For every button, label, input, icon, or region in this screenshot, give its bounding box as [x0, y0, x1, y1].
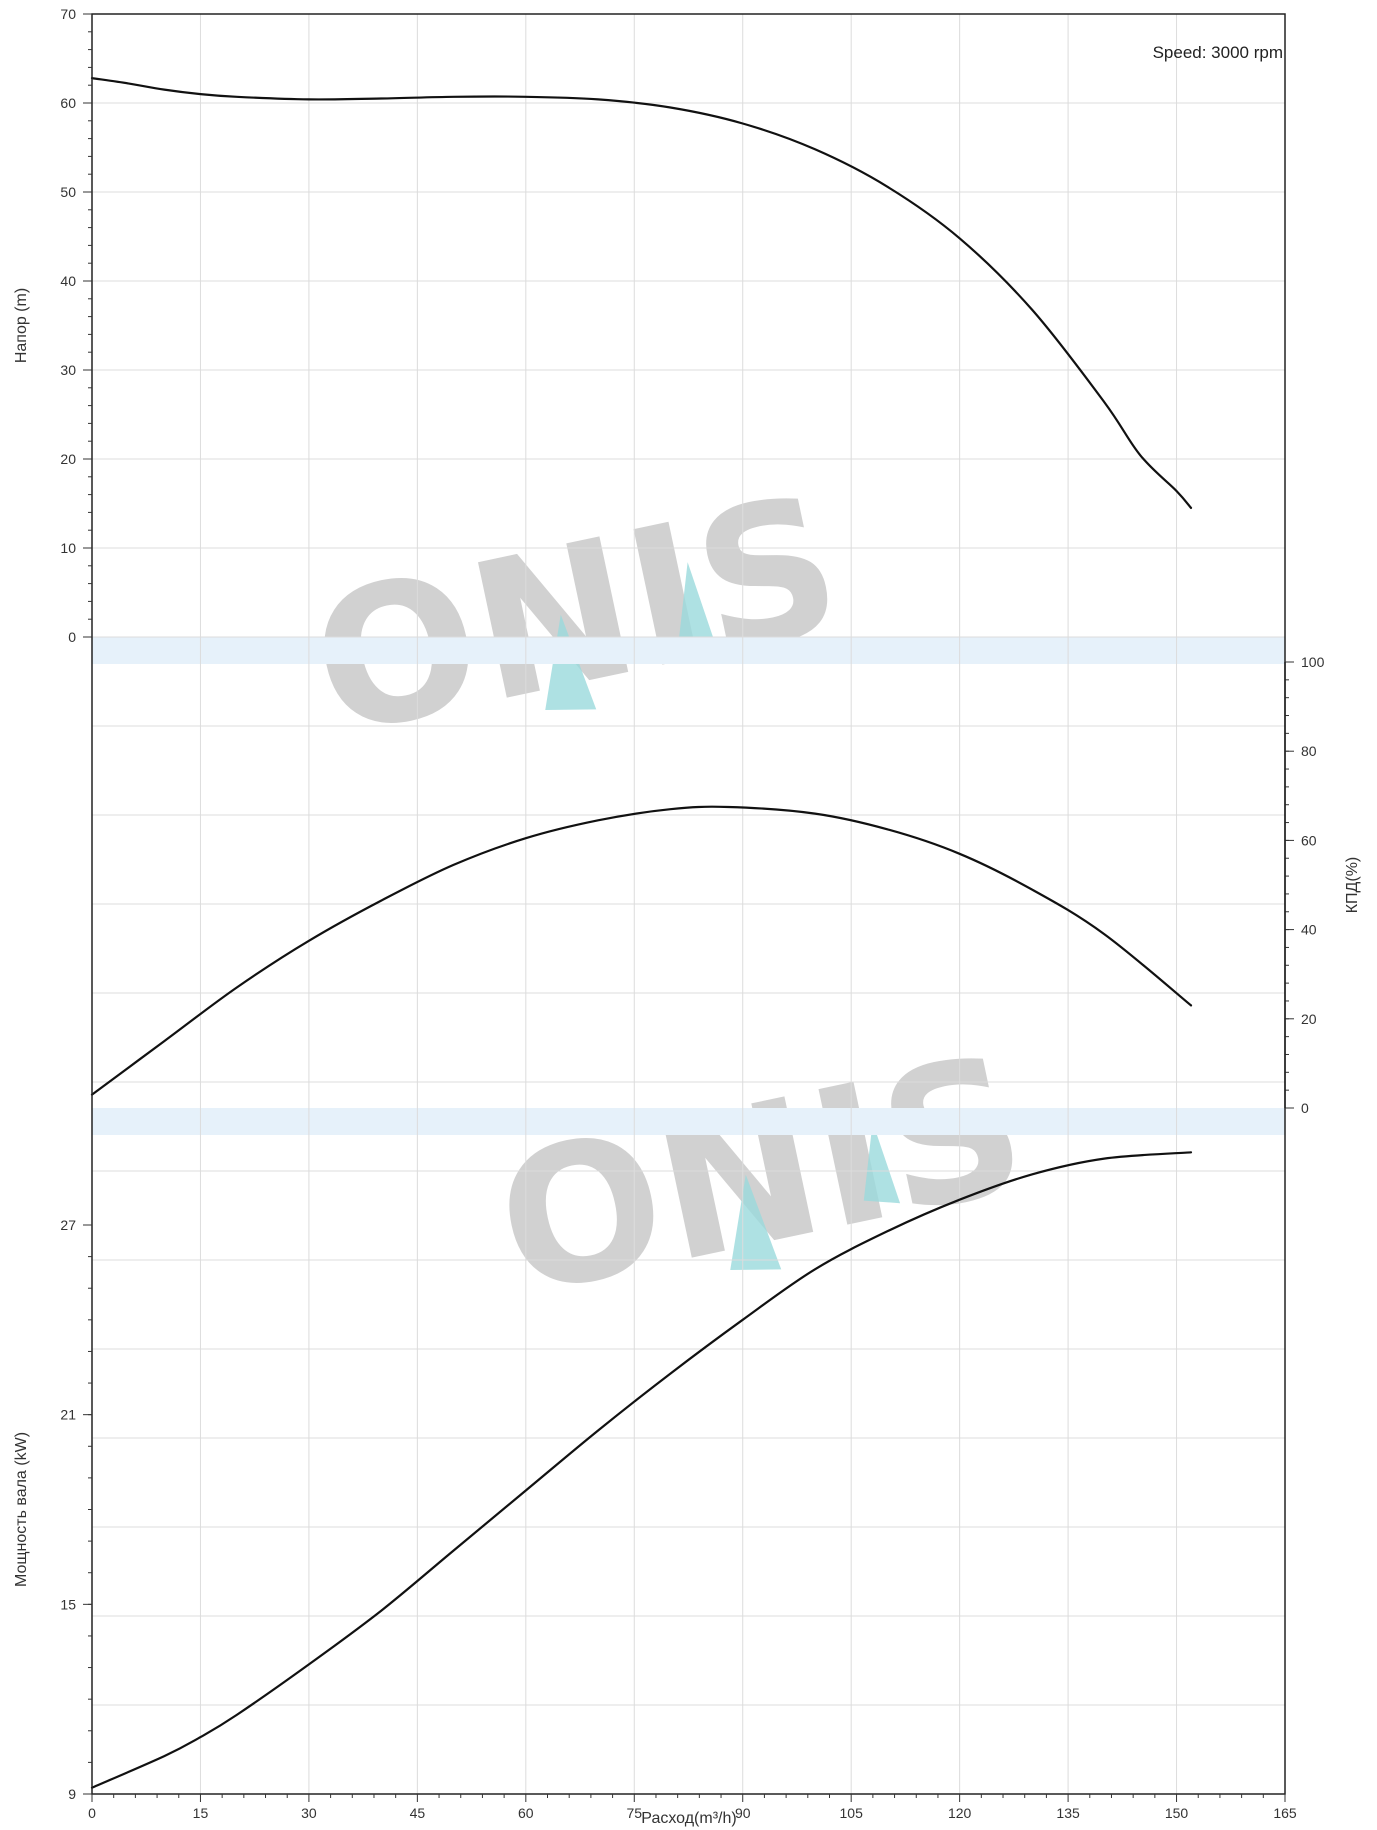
head-tick-label: 60 — [60, 95, 76, 111]
efficiency-tick-label: 80 — [1301, 743, 1317, 759]
efficiency-tick-label: 60 — [1301, 832, 1317, 848]
head-tick-label: 30 — [60, 362, 76, 378]
panel-separator-band — [92, 637, 1285, 664]
efficiency-tick-label: 40 — [1301, 922, 1317, 938]
x-tick-label: 105 — [840, 1805, 864, 1821]
efficiency-axis-title: КПД(%) — [1344, 857, 1361, 914]
onis-watermark-logo: ONIS — [480, 1013, 1042, 1339]
panel-separator-band — [92, 1108, 1285, 1135]
power-tick-label: 21 — [60, 1407, 76, 1423]
axes: 0 15 30 45 60 75 90 105 120 135 150 165010203040506… — [13, 6, 1361, 1821]
power-tick-label: 15 — [60, 1596, 76, 1612]
x-tick-label: 60 — [518, 1805, 534, 1821]
efficiency-tick-label: 20 — [1301, 1011, 1317, 1027]
speed-label: Speed: 3000 rpm — [1153, 43, 1283, 62]
x-tick-label: 15 — [193, 1805, 209, 1821]
power-axis-title: Мощность вала (kW) — [13, 1432, 30, 1587]
head-tick-label: 50 — [60, 184, 76, 200]
head-tick-label: 70 — [60, 6, 76, 22]
watermarks: ONIS ONIS — [295, 453, 1042, 1339]
efficiency-tick-label: 100 — [1301, 654, 1325, 670]
x-tick-label: 90 — [735, 1805, 751, 1821]
x-tick-label: 30 — [301, 1805, 317, 1821]
panel-separator-bands — [92, 637, 1285, 1135]
curves — [90, 77, 1193, 1789]
efficiency-curve — [90, 805, 1193, 1096]
power-tick-label: 9 — [68, 1786, 76, 1802]
watermark-text: ONIS — [480, 1013, 1042, 1339]
head-tick-label: 20 — [60, 451, 76, 467]
watermark-accent-shape — [863, 1122, 901, 1204]
watermark-accent-shape — [678, 562, 716, 644]
x-tick-label: 135 — [1056, 1805, 1080, 1821]
onis-watermark-logo: ONIS — [295, 453, 857, 779]
efficiency-tick-label: 0 — [1301, 1100, 1309, 1116]
power-curve — [90, 1151, 1193, 1789]
grid-lines — [91, 13, 1286, 1795]
head-tick-label: 10 — [60, 540, 76, 556]
x-tick-label: 0 — [88, 1805, 96, 1821]
x-tick-label: 150 — [1165, 1805, 1189, 1821]
head-curve — [90, 77, 1193, 509]
x-tick-label: 165 — [1273, 1805, 1297, 1821]
head-tick-label: 40 — [60, 273, 76, 289]
x-axis-title: Расход(m³/h) — [641, 1810, 736, 1827]
x-tick-label: 45 — [410, 1805, 426, 1821]
x-tick-label: 120 — [948, 1805, 972, 1821]
head-axis-title: Напор (m) — [13, 288, 30, 363]
watermark-text: ONIS — [295, 453, 857, 779]
head-tick-label: 0 — [68, 629, 76, 645]
power-tick-label: 27 — [60, 1217, 76, 1233]
x-tick-label: 75 — [626, 1805, 642, 1821]
